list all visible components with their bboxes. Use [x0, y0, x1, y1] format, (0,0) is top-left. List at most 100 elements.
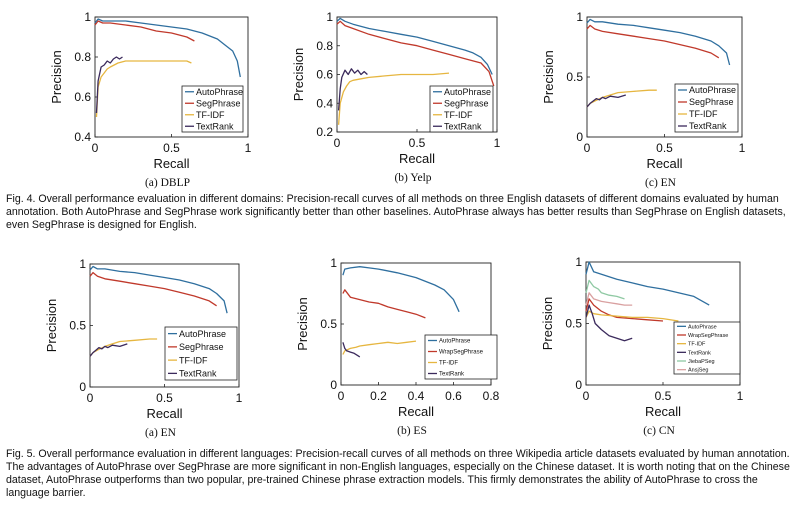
f5c-legend-label: WrapSegPhrase [688, 333, 728, 339]
f5c-series-jiebapseg [585, 279, 625, 300]
f5a-xtick-label: 1 [236, 391, 243, 405]
f5a-ytick-label: 1 [79, 257, 86, 271]
f4b-xtick-label: 0 [334, 136, 341, 150]
f4a-xtick-label: 0 [92, 141, 99, 155]
f5b-y-axis-title: Precision [295, 297, 310, 350]
f4b-ytick-label: 0.4 [316, 96, 333, 110]
f5a-series-segphrase [89, 271, 217, 307]
fig4-caption: Fig. 4. Overall performance evaluation i… [6, 193, 786, 231]
f5a-legend-label: AutoPhrase [179, 329, 226, 339]
f5b-xtick-label: 0.8 [483, 389, 500, 403]
f5c-series-ansjseg [585, 292, 633, 306]
f4a-y-axis-title: Precision [49, 50, 64, 103]
f4a-legend-label: SegPhrase [196, 98, 241, 108]
f5a-legend-box [164, 326, 238, 381]
f5b-series-wrapsegphrase [342, 289, 426, 319]
f5b-legend-box [424, 334, 498, 380]
f4c-xtick-label: 0.5 [656, 141, 673, 155]
f4b-legend-label: AutoPhrase [444, 87, 491, 97]
f5b-legend-label: WrapSegPhrase [439, 350, 484, 356]
f4c-subcaption: (c) EN [645, 177, 677, 189]
f4c-y-axis-title: Precision [541, 50, 556, 103]
f4a-legend-box [181, 85, 244, 133]
f5a-legend-label: TF-IDF [179, 355, 208, 365]
f4b-x-axis-title: Recall [399, 151, 435, 166]
f5b-series-tf-idf [342, 340, 417, 355]
f5b-x-axis-title: Recall [398, 404, 434, 419]
f4c-series-textrank [586, 94, 626, 108]
fig5-caption: Fig. 5. Overall performance evaluation i… [6, 448, 790, 499]
f4c-legend-box [674, 83, 739, 133]
f5c-series-textrank [585, 304, 633, 342]
f5b-xtick-label: 0.6 [445, 389, 462, 403]
f4c-xtick-label: 1 [739, 141, 746, 155]
f4c-series-segphrase [586, 24, 720, 59]
f4a-series-autophrase [94, 18, 241, 78]
f4a-series-tf-idf [95, 60, 192, 118]
f5a-ytick-label: 0.5 [69, 319, 86, 333]
f4c-ytick-label: 0.5 [566, 70, 583, 84]
f5b-ytick-label: 1 [330, 256, 337, 270]
f4b-legend-box [429, 85, 494, 133]
f5b-xtick-label: 0.4 [408, 389, 425, 403]
f4c-ytick-label: 0 [576, 130, 583, 144]
f5c-ytick-label: 0 [575, 378, 582, 392]
f5a-legend-label: SegPhrase [179, 342, 224, 352]
f4b-legend-label: TF-IDF [444, 110, 473, 120]
f4a-ytick-label: 1 [84, 10, 91, 24]
f4c-legend-label: AutoPhrase [689, 85, 736, 95]
f4a-ytick-label: 0.8 [74, 50, 91, 64]
f5a-xtick-label: 0 [87, 391, 94, 405]
f5a-legend-label: TextRank [179, 369, 217, 379]
f5c-series-tf-idf [585, 310, 679, 322]
f5c-series-autophrase [585, 261, 710, 306]
f4c-xtick-label: 0 [584, 141, 591, 155]
f5a-ytick-label: 0 [79, 380, 86, 394]
f5a-subcaption: (a) EN [145, 427, 177, 439]
f4c-legend-label: SegPhrase [689, 97, 734, 107]
f5c-subcaption: (c) CN [643, 425, 675, 437]
f5b-xtick-label: 0 [338, 389, 345, 403]
f5c-y-axis-title: Precision [540, 297, 555, 350]
f5c-legend-label: TextRank [688, 350, 711, 356]
f4a-x-axis-title: Recall [153, 156, 189, 171]
f5c-ytick-label: 1 [575, 255, 582, 269]
f5b-legend-label: TF-IDF [439, 361, 458, 367]
f4b-xtick-label: 1 [494, 136, 501, 150]
f5c-legend-box [673, 321, 741, 375]
f4b-series-autophrase [336, 17, 493, 75]
f5c-xtick-label: 0 [583, 389, 590, 403]
f4b-series-segphrase [336, 20, 495, 87]
f5c-xtick-label: 1 [737, 389, 744, 403]
f4c-ytick-label: 1 [576, 10, 583, 24]
f4b-ytick-label: 0.6 [316, 68, 333, 82]
f4b-xtick-label: 0.5 [409, 136, 426, 150]
f5b-series-textrank [342, 342, 361, 358]
f5b-ytick-label: 0.5 [320, 317, 337, 331]
f4a-series-textrank [95, 56, 123, 114]
f4b-series-textrank [337, 68, 368, 111]
f5a-series-autophrase [89, 265, 228, 314]
f5a-series-textrank [89, 343, 128, 357]
f4c-x-axis-title: Recall [646, 156, 682, 171]
f5c-legend-label: JiebaPSeg [688, 359, 715, 365]
f4a-ytick-label: 0.4 [74, 130, 91, 144]
f5c-x-axis-title: Recall [645, 404, 681, 419]
f5b-xtick-label: 0.2 [370, 389, 387, 403]
f5a-xtick-label: 0.5 [156, 391, 173, 405]
f5c-legend-label: TF-IDF [688, 342, 706, 348]
f4b-subcaption: (b) Yelp [394, 172, 431, 184]
f5c-legend-label: AnsjSeg [688, 368, 709, 374]
f4b-legend-label: TextRank [444, 121, 482, 131]
f4a-subcaption: (a) DBLP [145, 177, 190, 189]
f4b-y-axis-title: Precision [291, 48, 306, 101]
f5b-legend-label: TextRank [439, 372, 465, 378]
f4b-ytick-label: 0.8 [316, 39, 333, 53]
f5c-xtick-label: 0.5 [655, 389, 672, 403]
f4c-legend-label: TextRank [689, 121, 727, 131]
f4a-xtick-label: 1 [245, 141, 252, 155]
f4c-series-autophrase [586, 18, 731, 66]
f4a-legend-label: TF-IDF [196, 110, 225, 120]
f4a-xtick-label: 0.5 [163, 141, 180, 155]
